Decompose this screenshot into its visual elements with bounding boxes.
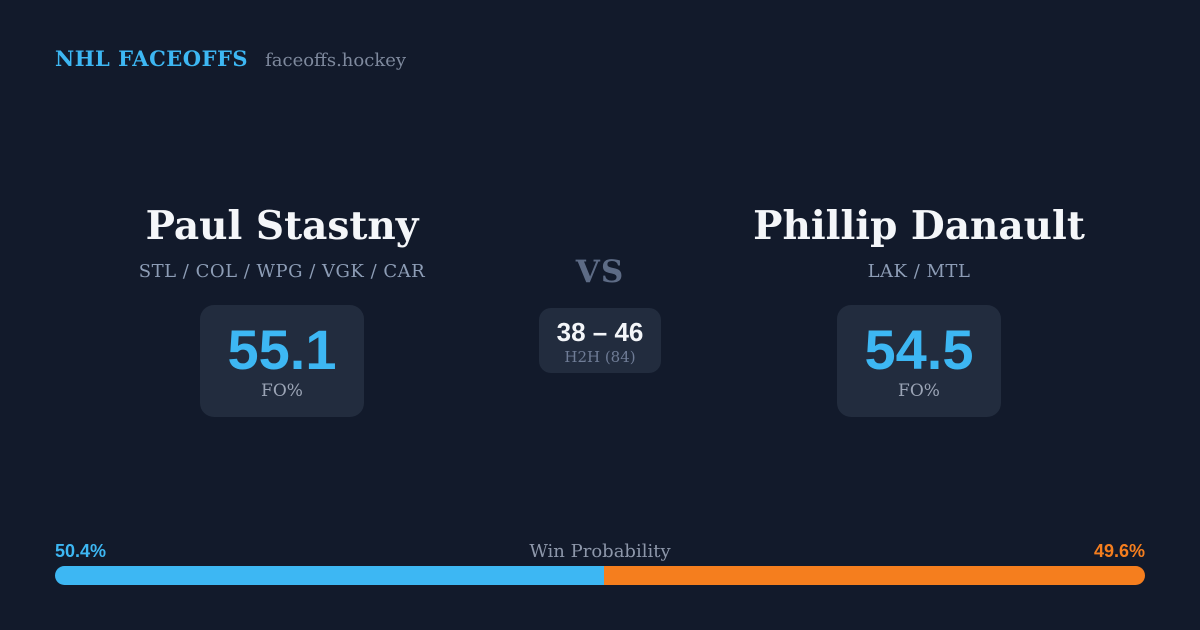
h2h-label: H2H (84) — [564, 347, 636, 366]
player-left-name: Paul Stastny — [145, 203, 419, 249]
header: NHL FACEOFFS faceoffs.hockey — [55, 46, 406, 71]
player-left-teams: STL / COL / WPG / VGK / CAR — [138, 261, 426, 282]
player-right-fo-value: 54.5 — [864, 318, 974, 381]
win-probability-bar — [55, 566, 1145, 585]
h2h-card: 38 – 46 H2H (84) — [539, 308, 661, 373]
player-left-fo-card: 55.1 FO% — [200, 305, 364, 417]
brand-title: NHL FACEOFFS — [55, 46, 249, 71]
win-probability-title: Win Probability — [529, 541, 671, 562]
brand-domain: faceoffs.hockey — [265, 50, 407, 71]
player-right: Phillip Danault LAK / MTL 54.5 FO% — [738, 203, 1100, 417]
win-probability-right-pct: 49.6% — [1093, 541, 1145, 561]
player-right-teams: LAK / MTL — [867, 261, 971, 282]
win-probability-bar-left-segment — [55, 566, 605, 585]
player-right-fo-label: FO% — [898, 381, 940, 401]
player-left-fo-value: 55.1 — [227, 318, 337, 381]
h2h-score: 38 – 46 — [556, 316, 644, 347]
player-left-fo-label: FO% — [261, 381, 303, 401]
player-right-name: Phillip Danault — [753, 203, 1085, 249]
player-left: Paul Stastny STL / COL / WPG / VGK / CAR… — [101, 203, 463, 417]
win-probability-labels: 50.4% Win Probability 49.6% — [55, 540, 1145, 563]
win-probability-left-pct: 50.4% — [55, 541, 107, 561]
player-right-fo-card: 54.5 FO% — [837, 305, 1001, 417]
win-probability-bar-right-segment — [604, 566, 1145, 585]
versus-block: VS 38 – 46 H2H (84) — [500, 252, 700, 373]
vs-label: VS — [575, 254, 625, 290]
